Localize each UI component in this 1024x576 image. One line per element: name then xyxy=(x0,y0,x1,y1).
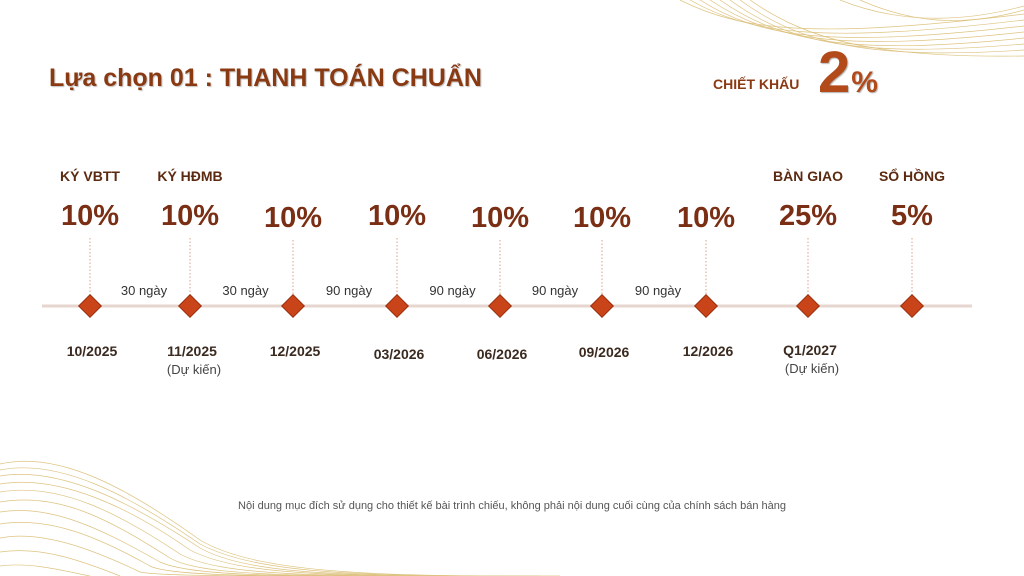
disclaimer: Nội dung mục đích sử dụng cho thiết kế b… xyxy=(238,500,786,512)
milestone-date: Q1/2027 xyxy=(783,342,837,358)
milestone-percent: 10% xyxy=(160,200,220,232)
interval-label: 90 ngày xyxy=(531,283,579,298)
milestone-percent: 10% xyxy=(676,202,736,234)
milestone-note: (Dự kiến) xyxy=(166,362,222,377)
interval-label: 30 ngày xyxy=(222,283,269,298)
interval-label: 90 ngày xyxy=(634,283,682,298)
milestone-marker xyxy=(589,293,615,319)
milestone-marker xyxy=(487,293,513,319)
milestone-stage: KÝ HĐMB xyxy=(157,168,223,184)
milestone-marker xyxy=(77,293,103,319)
milestone-percent: 10% xyxy=(367,200,427,232)
discount-value: 2% xyxy=(818,44,878,102)
milestone-percent: 10% xyxy=(470,202,530,234)
interval-label: 30 ngày xyxy=(120,283,168,298)
milestone-percent: 25% xyxy=(778,200,838,232)
milestone-stage: SỔ HỒNG xyxy=(878,168,946,184)
milestone-marker xyxy=(693,293,719,319)
milestone-marker xyxy=(899,293,925,319)
milestone-marker xyxy=(280,293,306,319)
milestone-marker xyxy=(384,293,410,319)
milestone-date: 06/2026 xyxy=(476,346,528,362)
milestone-date: 03/2026 xyxy=(373,346,425,362)
interval-label: 90 ngày xyxy=(325,283,373,298)
milestone-marker xyxy=(177,293,203,319)
milestone-note: (Dự kiến) xyxy=(784,361,840,376)
milestone-date: 12/2026 xyxy=(682,343,734,359)
interval-label: 90 ngày xyxy=(429,283,476,298)
discount-unit: % xyxy=(851,66,878,99)
milestone-date: 09/2026 xyxy=(578,344,630,360)
discount-label: CHIẾT KHẤU xyxy=(713,76,800,92)
milestone-marker xyxy=(795,293,821,319)
milestone-percent: 10% xyxy=(263,202,323,234)
milestone-stage: KÝ VBTT xyxy=(60,168,120,184)
milestone-percent: 5% xyxy=(891,200,933,232)
milestone-stage: BÀN GIAO xyxy=(773,168,843,184)
page-title: Lựa chọn 01 : THANH TOÁN CHUẨN xyxy=(49,64,482,92)
milestone-date: 12/2025 xyxy=(269,343,321,359)
milestone-date: 10/2025 xyxy=(66,343,118,359)
discount-number: 2 xyxy=(818,40,851,105)
milestone-percent: 10% xyxy=(572,202,632,234)
milestone-date: 11/2025 xyxy=(167,343,217,359)
milestone-percent: 10% xyxy=(60,200,120,232)
